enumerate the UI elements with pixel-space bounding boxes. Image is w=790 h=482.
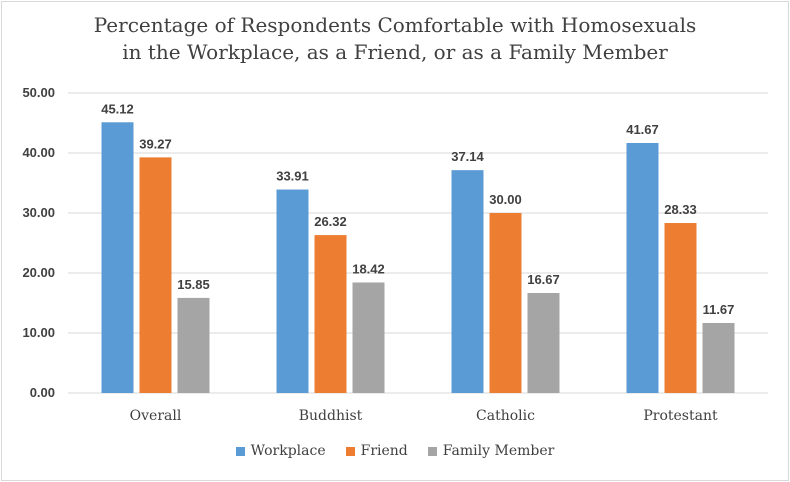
bar-family-member	[177, 297, 210, 393]
bar-family-member	[352, 282, 385, 393]
bar-friend	[489, 213, 522, 393]
x-tick-label: Overall	[130, 408, 182, 424]
y-tick-label: 20.00	[22, 265, 55, 280]
legend-label-family-member: Family Member	[442, 443, 555, 459]
legend-swatch-family-member	[427, 446, 437, 456]
legend-item-family-member: Family Member	[427, 443, 555, 459]
data-label-friend: 26.32	[314, 214, 347, 229]
data-label-family-member: 15.85	[177, 277, 210, 292]
x-tick-label: Buddhist	[299, 408, 363, 424]
data-label-friend: 30.00	[489, 192, 522, 207]
data-label-family-member: 16.67	[527, 272, 560, 287]
chart-title-line-1: Percentage of Respondents Comfortable wi…	[93, 13, 697, 37]
legend: Workplace Friend Family Member	[0, 443, 790, 459]
legend-swatch-friend	[345, 446, 355, 456]
y-tick-label: 10.00	[22, 325, 55, 340]
legend-item-friend: Friend	[345, 443, 408, 459]
bar-workplace	[101, 122, 134, 393]
data-label-family-member: 18.42	[352, 261, 385, 276]
bar-family-member	[702, 322, 735, 393]
legend-label-friend: Friend	[360, 443, 408, 459]
data-label-workplace: 41.67	[626, 122, 659, 137]
chart-title-line-2: in the Workplace, as a Friend, or as a F…	[122, 40, 668, 64]
data-label-workplace: 37.14	[451, 149, 484, 164]
data-label-family-member: 11.67	[703, 302, 735, 317]
bar-friend	[664, 223, 697, 393]
data-label-friend: 28.33	[664, 202, 697, 217]
bar-family-member	[527, 292, 560, 393]
y-tick-label: 50.00	[22, 85, 55, 100]
data-label-workplace: 33.91	[276, 169, 309, 184]
bar-workplace	[276, 189, 309, 393]
bar-friend	[139, 157, 172, 393]
chart-title: Percentage of Respondents Comfortable wi…	[0, 12, 790, 66]
y-tick-label: 0.00	[30, 385, 55, 400]
x-tick-label: Catholic	[476, 408, 535, 424]
legend-swatch-workplace	[235, 446, 245, 456]
y-tick-label: 30.00	[22, 205, 55, 220]
bar-workplace	[626, 142, 659, 393]
data-label-workplace: 45.12	[101, 101, 134, 116]
x-tick-label: Protestant	[643, 408, 718, 424]
bar-workplace	[451, 170, 484, 393]
bar-friend	[314, 235, 347, 393]
legend-item-workplace: Workplace	[235, 443, 326, 459]
legend-label-workplace: Workplace	[250, 443, 326, 459]
data-label-friend: 39.27	[139, 136, 172, 151]
y-tick-label: 40.00	[22, 145, 55, 160]
